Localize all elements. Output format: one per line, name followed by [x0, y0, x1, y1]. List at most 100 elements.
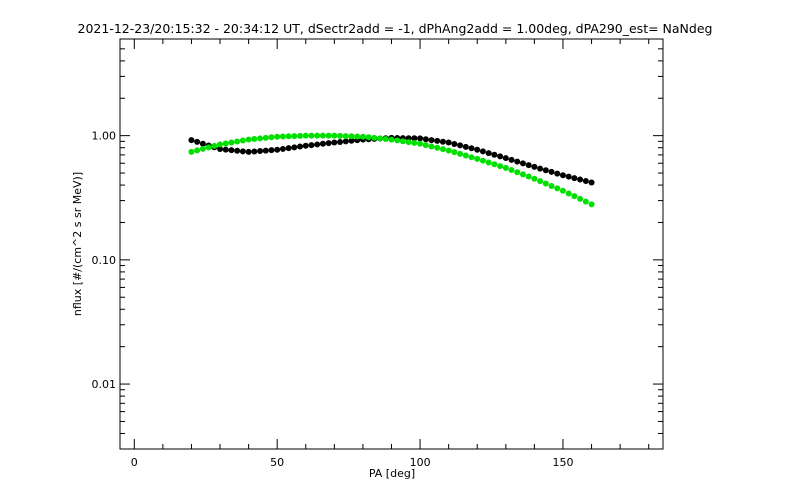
data-point — [194, 138, 201, 145]
y-tick-label: 0.10 — [92, 254, 117, 267]
data-point — [502, 155, 509, 162]
data-point — [348, 137, 355, 144]
data-point — [274, 133, 281, 140]
data-point — [222, 140, 229, 147]
data-point — [457, 150, 464, 157]
data-point — [417, 135, 424, 142]
data-point — [377, 135, 384, 142]
data-point — [297, 143, 304, 150]
data-point — [382, 135, 389, 142]
series-2 — [188, 132, 595, 208]
x-axis-label: PA [deg] — [369, 467, 415, 480]
data-point — [445, 147, 452, 154]
data-point — [371, 134, 378, 141]
data-point — [285, 145, 292, 152]
data-point — [308, 132, 315, 139]
data-point — [445, 139, 452, 146]
data-point — [571, 193, 578, 200]
data-point — [422, 142, 429, 149]
data-point — [348, 133, 355, 140]
data-point — [537, 165, 544, 172]
data-point — [417, 140, 424, 147]
data-point — [559, 172, 566, 179]
data-point — [565, 190, 572, 197]
data-point — [577, 176, 584, 183]
data-point — [194, 147, 201, 154]
data-point — [542, 167, 549, 174]
data-point — [439, 138, 446, 145]
data-point — [262, 134, 269, 141]
data-point — [405, 139, 412, 146]
data-point — [399, 138, 406, 145]
data-point — [188, 137, 195, 144]
data-point — [508, 167, 515, 174]
y-tick-label: 1.00 — [92, 130, 117, 143]
data-point — [548, 182, 555, 189]
data-point — [331, 139, 338, 146]
data-point — [291, 144, 298, 151]
plot-frame — [119, 38, 664, 450]
data-point — [217, 141, 224, 148]
data-point — [542, 180, 549, 187]
data-point — [588, 201, 595, 208]
axis-ticks: 0 50 100 150 1.00 0.10 0.01 — [92, 38, 663, 469]
data-point — [245, 136, 252, 143]
data-point — [491, 161, 498, 168]
data-point — [554, 170, 561, 177]
data-point — [268, 147, 275, 154]
x-tick-label: 150 — [552, 456, 573, 469]
data-point — [531, 163, 538, 170]
data-point — [428, 137, 435, 144]
y-tick-label: 0.01 — [92, 378, 117, 391]
data-point — [537, 178, 544, 185]
data-point — [514, 169, 521, 176]
data-point — [468, 145, 475, 152]
data-point — [388, 136, 395, 143]
data-point — [302, 132, 309, 139]
data-point — [245, 148, 252, 155]
data-point — [342, 138, 349, 145]
data-point — [451, 140, 458, 147]
data-point — [582, 178, 589, 185]
data-point — [342, 133, 349, 140]
data-point — [302, 142, 309, 149]
data-point — [234, 147, 241, 154]
data-point — [474, 146, 481, 153]
chart-title: 2021-12-23/20:15:32 - 20:34:12 UT, dSect… — [78, 21, 713, 36]
x-tick-label: 100 — [410, 456, 431, 469]
data-point — [297, 132, 304, 139]
data-point — [434, 144, 441, 151]
data-point — [291, 133, 298, 140]
y-axis-label: nflux [#/(cm^2 s sr MeV)] — [71, 172, 84, 316]
data-point — [268, 134, 275, 141]
data-point — [319, 140, 326, 147]
data-point — [485, 150, 492, 157]
data-point — [199, 140, 206, 147]
data-point — [502, 164, 509, 171]
data-point — [394, 137, 401, 144]
data-point — [548, 168, 555, 175]
data-point — [228, 139, 235, 146]
data-point — [211, 142, 218, 149]
data-point — [468, 154, 475, 161]
data-point — [525, 162, 532, 169]
data-point — [411, 135, 418, 142]
data-point — [359, 133, 366, 140]
data-point — [331, 132, 338, 139]
data-point — [554, 185, 561, 192]
data-point — [571, 175, 578, 182]
data-point — [479, 157, 486, 164]
data-point — [251, 148, 258, 155]
data-point — [257, 148, 264, 155]
data-point — [582, 198, 589, 205]
data-point — [531, 175, 538, 182]
data-point — [251, 135, 258, 142]
data-point — [577, 195, 584, 202]
data-point — [411, 139, 418, 146]
data-point — [205, 144, 212, 151]
x-tick-label: 50 — [270, 456, 284, 469]
data-point — [485, 159, 492, 166]
data-point — [319, 132, 326, 139]
data-point — [474, 155, 481, 162]
